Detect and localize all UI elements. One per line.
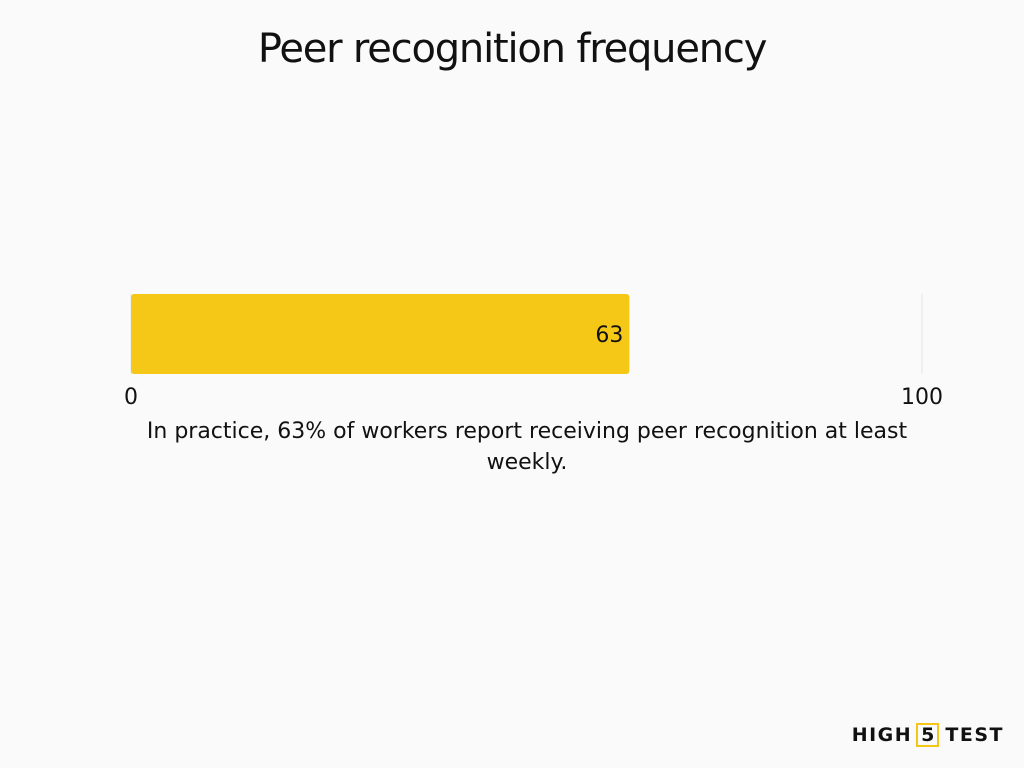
chart-title: Peer recognition frequency (257, 26, 768, 72)
x-tick-label: 0 (124, 385, 138, 410)
logo-word-test: TEST (945, 724, 1004, 746)
logo-number-box: 5 (916, 723, 940, 747)
high5test-logo: HIGH 5 TEST (852, 722, 1004, 748)
chart-caption: In practice, 63% of workers report recei… (146, 419, 908, 475)
logo-word-high: HIGH (851, 724, 913, 746)
bar (131, 294, 630, 374)
x-tick-label: 100 (901, 385, 943, 410)
bar-data-label: 63 (595, 323, 623, 348)
